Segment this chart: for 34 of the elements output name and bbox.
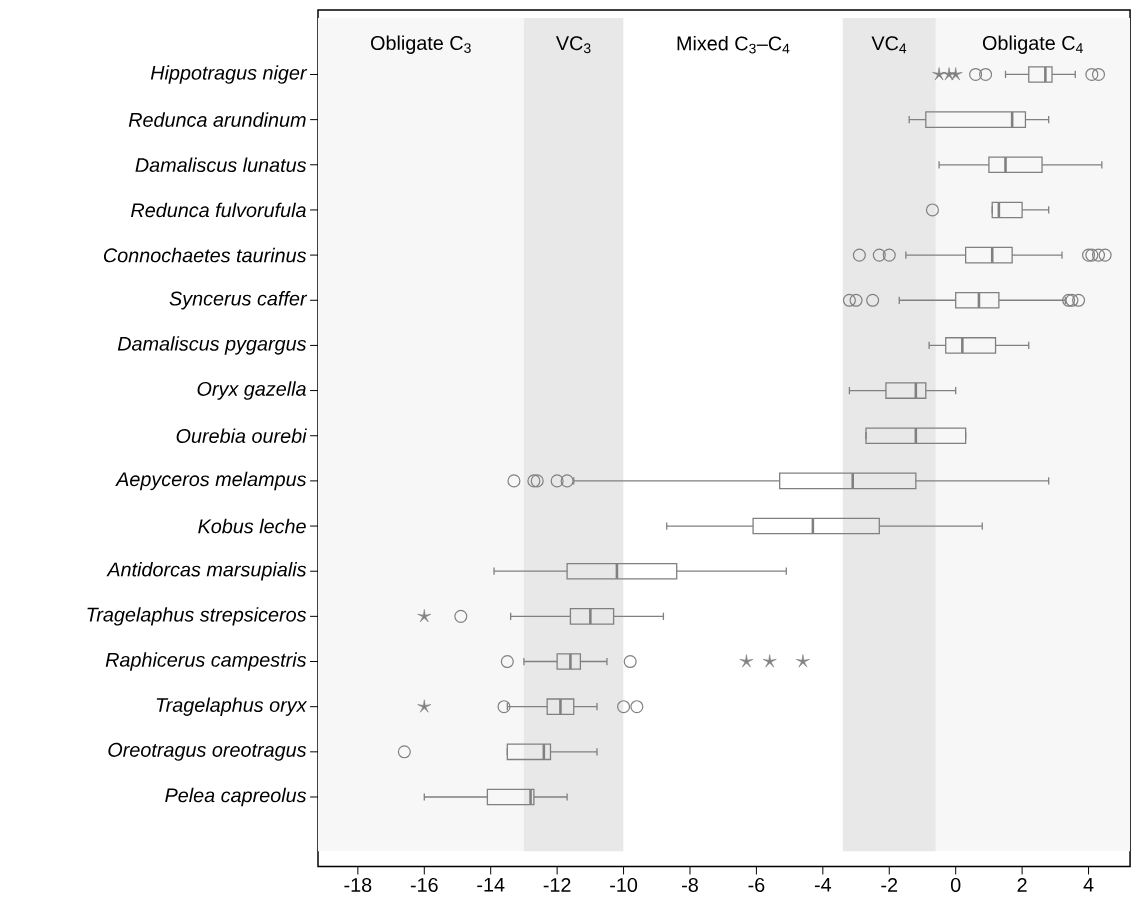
x-tick-label: 0 bbox=[950, 877, 961, 892]
y-tick-label: Damaliscus pygargus bbox=[117, 336, 307, 355]
y-tick-label: Hippotragus niger bbox=[150, 65, 308, 84]
y-tick-label: Damaliscus lunatus bbox=[135, 157, 307, 173]
band-label: Obligate C$_{4}$ bbox=[982, 35, 1083, 54]
band-label: VC$_{4}$ bbox=[871, 36, 907, 54]
y-tick-label: Oreotragus oreotragus bbox=[108, 742, 307, 761]
band-label: VC$_{3}$ bbox=[555, 36, 591, 54]
y-tick-label: Antidorcas marsupialis bbox=[106, 561, 307, 581]
x-tick-label: -10 bbox=[610, 877, 638, 892]
y-tick-label: Kobus leche bbox=[198, 518, 306, 534]
x-tick-label: -6 bbox=[748, 877, 765, 892]
x-tick-label: -16 bbox=[410, 877, 438, 892]
x-tick-label: 4 bbox=[1083, 877, 1094, 892]
y-tick-label: Tragelaphus oryx bbox=[156, 697, 308, 716]
x-tick-label: -14 bbox=[477, 877, 505, 892]
x-tick-label: -18 bbox=[344, 877, 372, 892]
y-tick-label: Redunca arundinum bbox=[128, 112, 306, 127]
x-tick-label: 2 bbox=[1017, 877, 1027, 892]
band-label: Mixed C$_{3}$–C$_{4}$ bbox=[677, 35, 790, 54]
y-tick-label: Connochaetes taurinus bbox=[103, 247, 307, 263]
y-tick-label: Pelea capreolus bbox=[165, 787, 307, 807]
y-tick-label: Redunca fulvorufula bbox=[131, 202, 306, 218]
y-tick-label: Raphicerus campestris bbox=[105, 652, 307, 671]
y-tick-label: Syncerus caffer bbox=[169, 291, 308, 310]
y-tick-label: Ourebia ourebi bbox=[176, 428, 307, 443]
band-label: Obligate C$_{3}$ bbox=[371, 35, 471, 54]
x-tick-label: -4 bbox=[814, 877, 832, 892]
x-tick-label: -12 bbox=[543, 877, 571, 892]
y-tick-label: Aepyceros melampus bbox=[115, 471, 307, 491]
x-tick-label: -2 bbox=[881, 877, 898, 892]
y-tick-label: Oryx gazella bbox=[197, 381, 306, 400]
x-tick-label: -8 bbox=[682, 877, 698, 892]
y-tick-label: Tragelaphus strepsiceros bbox=[87, 607, 307, 626]
